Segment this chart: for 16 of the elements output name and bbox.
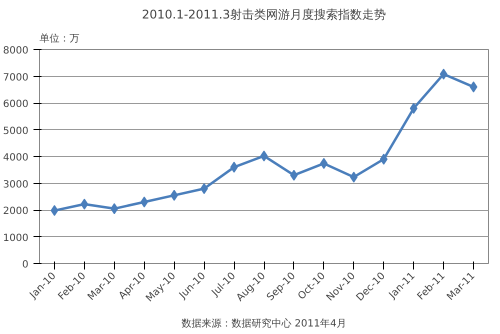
- y-tick-label: 4000: [3, 152, 29, 164]
- y-tick-label: 5000: [3, 126, 29, 137]
- source-note: 数据来源：数据研究中心 2011年4月: [182, 318, 347, 330]
- chart-title: 2010.1-2011.3射击类网游月度搜索指数走势: [142, 8, 386, 22]
- y-tick-label: 3000: [3, 179, 29, 190]
- y-tick-label: 2000: [3, 206, 29, 217]
- y-axis-title: 单位：万: [40, 32, 80, 44]
- point: [140, 196, 148, 208]
- y-tick-label: 1000: [3, 232, 29, 244]
- point: [380, 154, 388, 165]
- y-tick-label: 0: [22, 260, 29, 270]
- y-tick-label: 7000: [3, 72, 29, 84]
- y-tick-label: 8000: [3, 46, 29, 56]
- point: [170, 190, 178, 201]
- point: [350, 172, 358, 183]
- y-tick-label: 6000: [3, 99, 29, 110]
